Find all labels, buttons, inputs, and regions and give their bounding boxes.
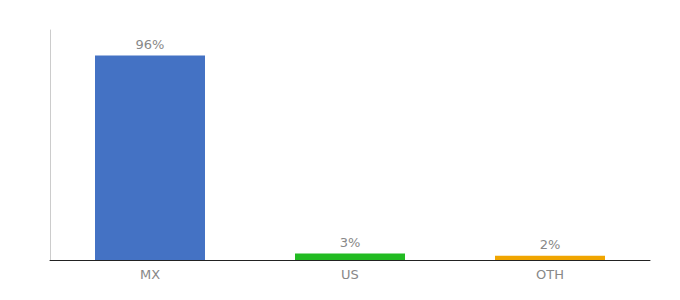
svg-text:96%: 96% <box>136 37 165 52</box>
svg-text:OTH: OTH <box>536 267 564 282</box>
svg-text:MX: MX <box>140 267 160 282</box>
svg-text:2%: 2% <box>540 237 561 252</box>
svg-text:3%: 3% <box>340 235 361 250</box>
svg-text:US: US <box>341 267 359 282</box>
